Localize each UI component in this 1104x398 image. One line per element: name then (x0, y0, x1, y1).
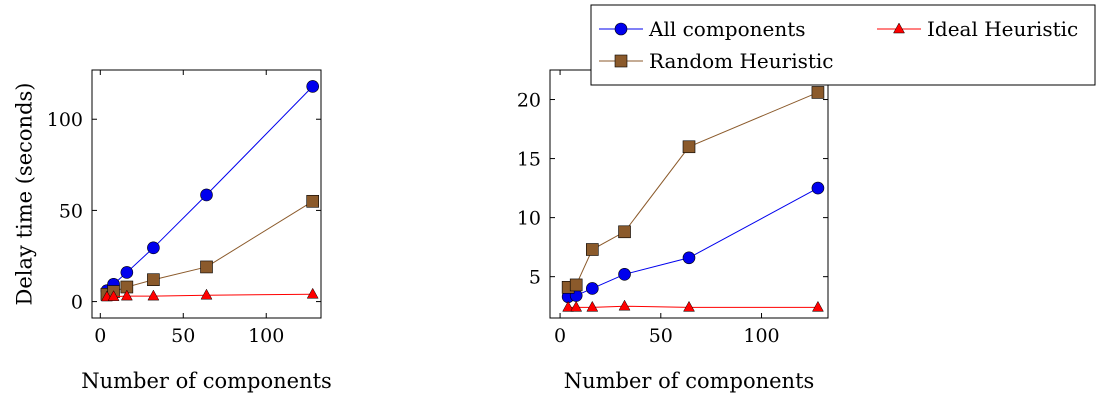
y-tick-label: 100 (47, 109, 83, 131)
series-random-heuristic (561, 86, 825, 294)
y-axis-label: Delay time (seconds) (13, 83, 37, 306)
series-ideal-heuristic (101, 287, 319, 302)
left-chart: 0 50 100 0 50 100 Number of components Delay ti… (13, 69, 332, 393)
series-all-components (561, 181, 825, 304)
legend-marker (614, 54, 628, 68)
data-point (147, 273, 160, 287)
legend-entry-ideal-heuristic: Ideal Heuristic (877, 17, 1078, 41)
data-point (200, 260, 213, 274)
data-point (586, 243, 599, 256)
data-point (812, 300, 824, 312)
legend-entry-all-components: All components (599, 17, 806, 41)
legend-label: All components (648, 17, 806, 41)
data-point (562, 300, 575, 312)
data-point (569, 278, 583, 292)
series-line (106, 200, 313, 295)
data-point (682, 251, 696, 265)
data-point (306, 194, 320, 208)
right-chart: 0 50 100 5 10 15 20 Number of components (517, 69, 829, 393)
x-axis-label: Number of components (564, 369, 815, 393)
plot-frame (549, 69, 829, 319)
x-tick-label: 50 (171, 325, 195, 347)
legend-entry-random-heuristic: Random Heuristic (599, 49, 834, 73)
data-point (618, 225, 631, 239)
data-point (811, 181, 825, 195)
data-point (586, 300, 599, 312)
data-point (570, 300, 583, 312)
series-line (568, 305, 818, 308)
y-tick-label: 15 (517, 149, 541, 171)
series-line (106, 86, 314, 292)
series-ideal-heuristic (562, 299, 824, 312)
data-point (306, 287, 319, 299)
data-point (618, 299, 631, 311)
y-tick-label: 20 (517, 90, 541, 112)
y-tick-label: 0 (71, 292, 83, 314)
y-tick-label: 10 (517, 208, 541, 230)
data-point (811, 86, 825, 99)
data-point (586, 282, 599, 295)
series-random-heuristic (100, 194, 320, 301)
x-tick-label: 0 (554, 325, 566, 347)
data-point (618, 268, 631, 281)
legend-marker (614, 22, 628, 36)
legend: All components Ideal Heuristic Random Heur… (590, 4, 1096, 86)
data-point (306, 80, 320, 93)
x-axis-label: Number of components (81, 369, 332, 393)
x-tick-label: 100 (743, 325, 779, 347)
data-point (200, 288, 213, 300)
legend-label: Ideal Heuristic (927, 17, 1078, 41)
legend-box (590, 4, 1096, 86)
x-tick-label: 0 (94, 325, 106, 347)
data-point (147, 289, 160, 301)
data-point (147, 241, 160, 255)
data-point (120, 289, 133, 301)
x-tick-label: 50 (649, 325, 673, 347)
x-tick-label: 100 (248, 325, 284, 347)
legend-label: Random Heuristic (649, 49, 834, 73)
y-tick-label: 50 (59, 200, 83, 222)
data-point (120, 266, 134, 279)
data-point (200, 188, 213, 202)
data-point (683, 300, 695, 312)
legend-marker (893, 22, 905, 34)
data-point (682, 140, 696, 154)
data-point (107, 290, 120, 301)
y-tick-label: 5 (529, 267, 541, 289)
plot-frame (91, 69, 322, 319)
